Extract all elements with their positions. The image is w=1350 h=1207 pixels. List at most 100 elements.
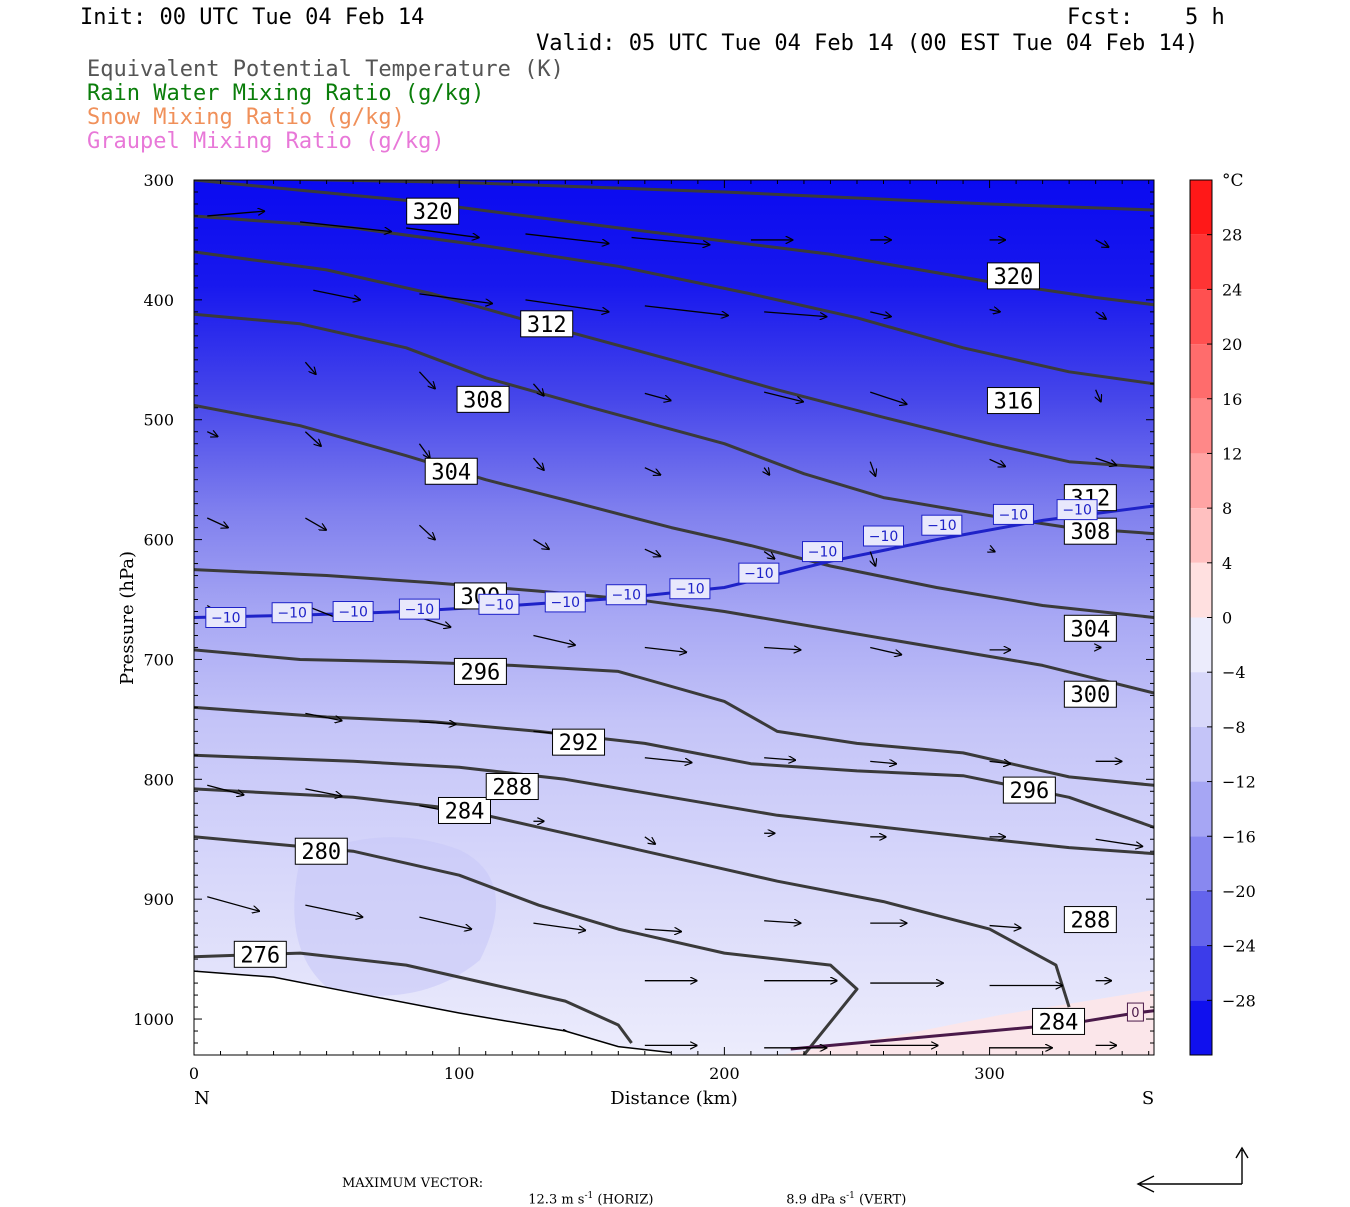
theta-e-label-312: 312 [527,313,567,338]
wind-vector [206,517,228,528]
forecast-label: Fcst: [1067,5,1134,30]
theta-e-label-308: 308 [1070,520,1110,545]
terrain-below-ground [194,971,672,1055]
theta-e-label-296: 296 [461,660,501,685]
legend-graupel: Graupel Mixing Ratio (g/kg) [87,129,445,154]
wind-vector [763,551,774,559]
theta-e-contour-12 [243,180,1154,212]
isotherm-label-minus-10: −10 [211,611,241,627]
theta-e-label-box-304 [424,457,478,485]
theta-e-label-box-280 [294,837,348,865]
y-tick-label: 800 [143,770,174,789]
y-tick-label: 600 [143,531,174,550]
isotherm-label-box-zero [1126,1002,1144,1022]
colorbar-bin [1190,617,1212,673]
wind-vector [870,391,906,404]
x-tick-label: 300 [974,1064,1005,1083]
colorbar-bin [1190,562,1212,618]
isotherm-label-box-minus-10 [544,591,586,613]
legend-theta-e: Equivalent Potential Temperature (K) [87,57,564,82]
theta-e-label-box-288 [485,773,539,801]
wind-vector [764,758,795,760]
colorbar-bin [1190,945,1212,1001]
colorbar-tick-label: −12 [1222,773,1256,792]
x-axis-south-label: S [1142,1088,1154,1109]
isotherm-label-box-minus-10 [1056,499,1098,521]
isotherm-label-minus-10: −10 [277,606,307,622]
theta-e-contour-300 [194,568,1154,695]
theta-e-label-304: 304 [1070,617,1110,642]
max-vector-prefix: MAXIMUM VECTOR: [342,1176,484,1191]
isotherm-label-box-minus-10 [478,593,520,615]
wind-vector [870,646,901,654]
x-axis-north-label: N [194,1088,210,1109]
wind-vector [207,211,264,217]
isotherm-label-minus-10: −10 [1062,503,1092,519]
colorbar-bin [1190,289,1212,345]
wind-vector [1096,389,1101,402]
max-vector-horiz: 12.3 m s-1 (HORIZ) [520,1176,653,1207]
colorbar-tick-label: 12 [1222,444,1242,463]
colorbar-tick-label: −20 [1222,882,1256,901]
wind-vector [1095,457,1117,465]
y-axis-title: Pressure (hPa) [117,551,138,685]
x-tick-label: 200 [709,1064,740,1083]
colorbar-tick-label: −8 [1222,718,1246,737]
wind-vector [300,221,391,232]
wind-vector [305,788,341,796]
theta-e-label-box-316 [986,387,1040,415]
wind-vector [406,227,479,238]
y-tick-label: 900 [143,890,174,909]
colorbar-tick-label: 16 [1222,390,1242,409]
max-vector-vert: 8.9 dPa s-1 (VERT) [778,1176,906,1207]
warm-layer-shading [780,990,1154,1055]
wind-vector [207,784,243,795]
theta-e-label-box-284 [1032,1007,1086,1035]
wind-vector [418,443,429,458]
isotherm-label-minus-10: −10 [927,518,957,534]
forecast-hours: 5 h [1185,5,1225,30]
cross-section-chart: 2762802842842882882922962963003003043043… [117,171,1256,1109]
theta-e-label-box-320 [406,197,460,225]
colorbar-tick-label: 24 [1222,280,1242,299]
theta-e-contour-304 [194,403,1154,619]
colorbar-tick-label: 8 [1222,499,1232,518]
theta-e-label-box-300 [1063,680,1117,708]
theta-e-contour-280 [194,835,859,1055]
y-tick-label: 700 [143,650,174,669]
y-tick-label: 400 [143,291,174,310]
colorbar-tick-label: 20 [1222,335,1242,354]
isotherm-label-box-minus-10 [921,514,963,536]
wind-vector [764,921,800,923]
theta-e-label-300: 300 [1070,683,1110,708]
y-tick-label: 500 [143,411,174,430]
wind-vector [764,391,803,402]
wind-vector [419,916,471,929]
colorbar-bin [1190,672,1212,727]
colorbar-tick-label: 28 [1222,226,1242,245]
isotherm-label-minus-10: −10 [675,582,705,598]
isotherm-label-box-minus-10 [205,607,247,628]
wind-vector [644,305,728,316]
theta-e-label-304: 304 [431,460,471,485]
theta-e-contour-284 [194,787,1071,1008]
theta-e-label-320: 320 [994,265,1034,290]
theta-e-label-284: 284 [445,799,485,824]
theta-e-label-320: 320 [413,200,453,225]
isotherm-label-minus-10: −10 [484,597,514,613]
theta-e-contour-276 [194,951,633,1044]
theta-e-label-box-304 [1063,614,1117,642]
wind-vector [533,634,575,645]
wind-vector [989,761,1011,763]
isotherm-label-minus-10: −10 [338,605,368,621]
wind-vector [533,539,549,550]
theta-e-label-296: 296 [1009,779,1049,804]
x-tick-label: 0 [189,1064,199,1083]
isotherm-label-box-minus-10 [332,601,374,623]
wind-vector [1095,838,1143,846]
isotherm-label-minus-10: −10 [744,566,774,582]
legend-rain: Rain Water Mixing Ratio (g/kg) [87,81,485,106]
colorbar-unit: °C [1222,171,1244,191]
wind-vector [532,383,543,396]
legend-snow: Snow Mixing Ratio (g/kg) [87,105,405,130]
